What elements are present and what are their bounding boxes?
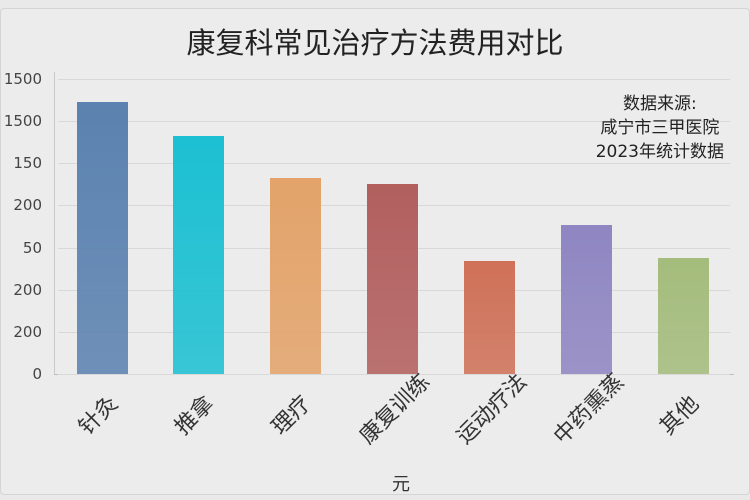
gridline (58, 121, 730, 123)
plot-area (58, 79, 730, 375)
y-axis (54, 72, 55, 374)
y-tick-label: 200 (13, 280, 42, 299)
y-tick-label: 1500 (3, 112, 42, 131)
bar-0[interactable] (77, 102, 128, 374)
gridline (58, 79, 730, 80)
note-line-3: 2023年统计数据 (595, 142, 724, 162)
chart-title: 康复科常见治疗方法费用对比 (186, 26, 564, 60)
y-tick-label: 50 (22, 238, 42, 257)
gridline (58, 374, 730, 375)
gridline (58, 163, 730, 165)
note-line-2: 咸宁市三甲医院 (600, 118, 720, 138)
bar-5[interactable] (561, 225, 612, 374)
y-tick-label: 200 (13, 322, 42, 341)
y-tick-label: 0 (32, 365, 42, 383)
y-tick-label: 200 (13, 196, 42, 215)
bar-4[interactable] (464, 261, 515, 374)
note-line-1: 数据来源: (623, 94, 697, 114)
bar-2[interactable] (270, 178, 321, 374)
data-source-note: 数据来源: 咸宁市三甲医院 2023年统计数据 (596, 92, 724, 164)
x-axis-unit-label: 元 (392, 474, 410, 495)
bar-1[interactable] (173, 135, 224, 374)
bar-3[interactable] (367, 184, 418, 374)
y-tick-label: 150 (13, 154, 42, 173)
bar-6[interactable] (658, 258, 709, 374)
y-tick-label: 1500 (3, 70, 42, 88)
